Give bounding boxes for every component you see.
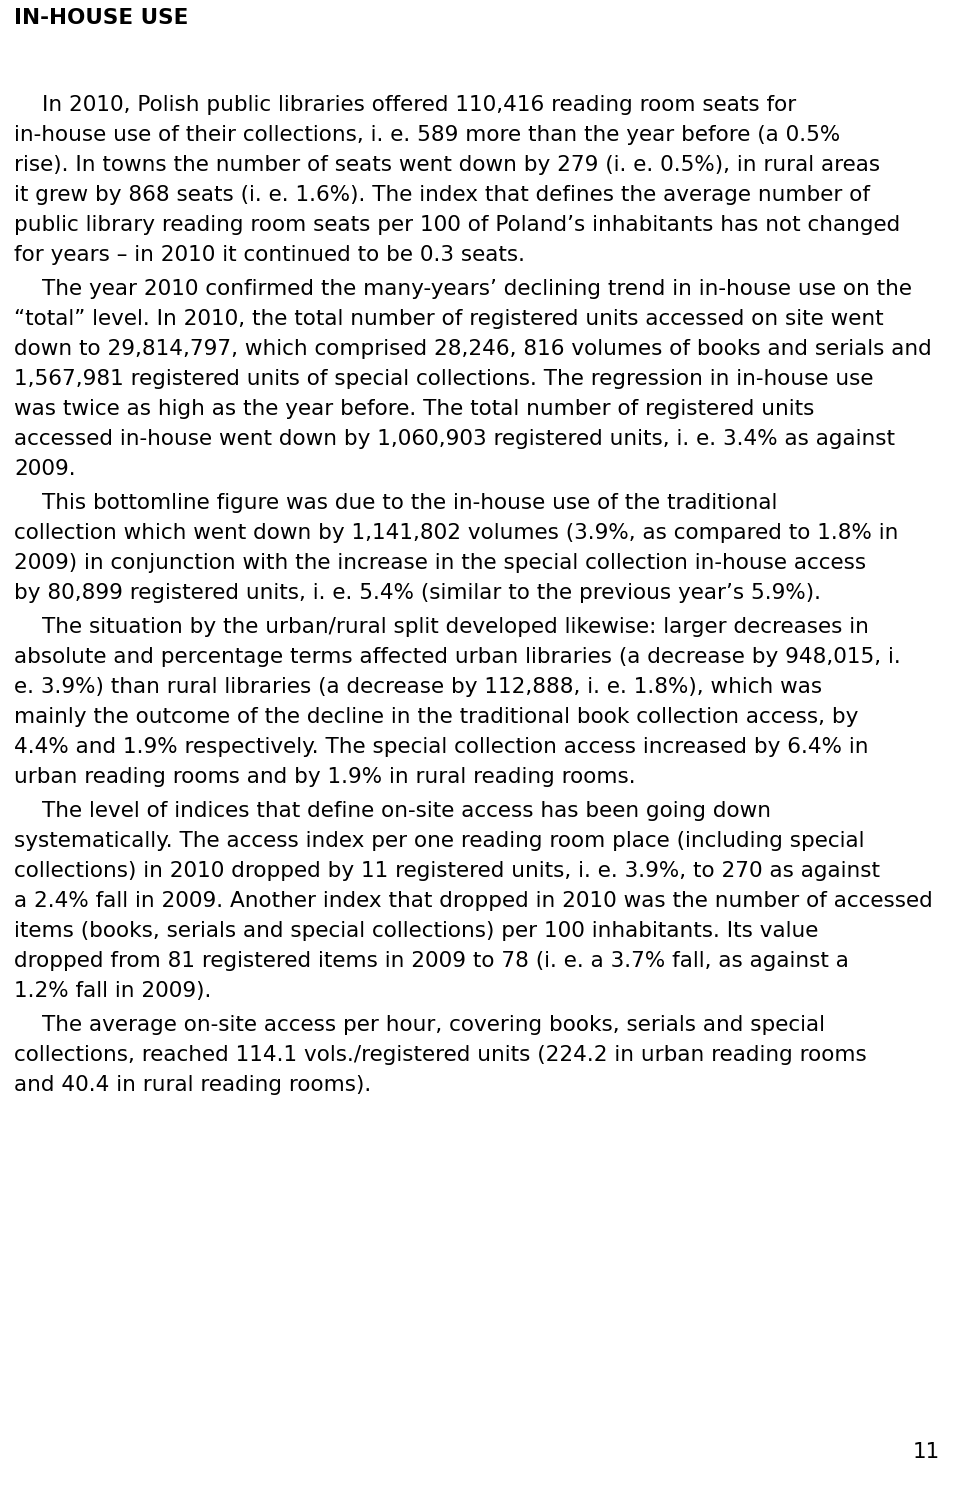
Text: 1,567,981 registered units of special collections. The regression in in-house us: 1,567,981 registered units of special co…	[14, 369, 874, 389]
Text: IN-HOUSE USE: IN-HOUSE USE	[14, 7, 188, 28]
Text: down to 29,814,797, which comprised 28,246, 816 volumes of books and serials and: down to 29,814,797, which comprised 28,2…	[14, 339, 932, 360]
Text: rise). In towns the number of seats went down by 279 (i. e. 0.5%), in rural area: rise). In towns the number of seats went…	[14, 155, 880, 175]
Text: The situation by the urban/rural split developed likewise: larger decreases in: The situation by the urban/rural split d…	[42, 618, 869, 637]
Text: 4.4% and 1.9% respectively. The special collection access increased by 6.4% in: 4.4% and 1.9% respectively. The special …	[14, 737, 869, 756]
Text: This bottomline figure was due to the in-house use of the traditional: This bottomline figure was due to the in…	[42, 492, 778, 513]
Text: accessed in-house went down by 1,060,903 registered units, i. e. 3.4% as against: accessed in-house went down by 1,060,903…	[14, 430, 895, 449]
Text: was twice as high as the year before. The total number of registered units: was twice as high as the year before. Th…	[14, 398, 814, 419]
Text: a 2.4% fall in 2009. Another index that dropped in 2010 was the number of access: a 2.4% fall in 2009. Another index that …	[14, 891, 933, 912]
Text: and 40.4 in rural reading rooms).: and 40.4 in rural reading rooms).	[14, 1076, 372, 1095]
Text: 1.2% fall in 2009).: 1.2% fall in 2009).	[14, 982, 211, 1001]
Text: The level of indices that define on-site access has been going down: The level of indices that define on-site…	[42, 801, 771, 821]
Text: e. 3.9%) than rural libraries (a decrease by 112,888, i. e. 1.8%), which was: e. 3.9%) than rural libraries (a decreas…	[14, 677, 822, 697]
Text: items (books, serials and special collections) per 100 inhabitants. Its value: items (books, serials and special collec…	[14, 921, 818, 941]
Text: “total” level. In 2010, the total number of registered units accessed on site we: “total” level. In 2010, the total number…	[14, 309, 883, 330]
Text: 2009.: 2009.	[14, 460, 76, 479]
Text: The average on-site access per hour, covering books, serials and special: The average on-site access per hour, cov…	[42, 1015, 825, 1035]
Text: dropped from 81 registered items in 2009 to 78 (i. e. a 3.7% fall, as against a: dropped from 81 registered items in 2009…	[14, 950, 849, 971]
Text: In 2010, Polish public libraries offered 110,416 reading room seats for: In 2010, Polish public libraries offered…	[42, 95, 796, 115]
Text: public library reading room seats per 100 of Poland’s inhabitants has not change: public library reading room seats per 10…	[14, 215, 900, 236]
Text: collection which went down by 1,141,802 volumes (3.9%, as compared to 1.8% in: collection which went down by 1,141,802 …	[14, 524, 899, 543]
Text: urban reading rooms and by 1.9% in rural reading rooms.: urban reading rooms and by 1.9% in rural…	[14, 767, 636, 786]
Text: mainly the outcome of the decline in the traditional book collection access, by: mainly the outcome of the decline in the…	[14, 707, 858, 727]
Text: it grew by 868 seats (i. e. 1.6%). The index that defines the average number of: it grew by 868 seats (i. e. 1.6%). The i…	[14, 185, 870, 204]
Text: 11: 11	[913, 1441, 940, 1462]
Text: collections) in 2010 dropped by 11 registered units, i. e. 3.9%, to 270 as again: collections) in 2010 dropped by 11 regis…	[14, 861, 880, 880]
Text: by 80,899 registered units, i. e. 5.4% (similar to the previous year’s 5.9%).: by 80,899 registered units, i. e. 5.4% (…	[14, 583, 821, 603]
Text: in-house use of their collections, i. e. 589 more than the year before (a 0.5%: in-house use of their collections, i. e.…	[14, 125, 840, 145]
Text: systematically. The access index per one reading room place (including special: systematically. The access index per one…	[14, 831, 865, 850]
Text: 2009) in conjunction with the increase in the special collection in-house access: 2009) in conjunction with the increase i…	[14, 554, 866, 573]
Text: collections, reached 114.1 vols./registered units (224.2 in urban reading rooms: collections, reached 114.1 vols./registe…	[14, 1044, 867, 1065]
Text: The year 2010 confirmed the many-years’ declining trend in in-house use on the: The year 2010 confirmed the many-years’ …	[42, 279, 912, 298]
Text: for years – in 2010 it continued to be 0.3 seats.: for years – in 2010 it continued to be 0…	[14, 245, 525, 266]
Text: absolute and percentage terms affected urban libraries (a decrease by 948,015, i: absolute and percentage terms affected u…	[14, 648, 900, 667]
